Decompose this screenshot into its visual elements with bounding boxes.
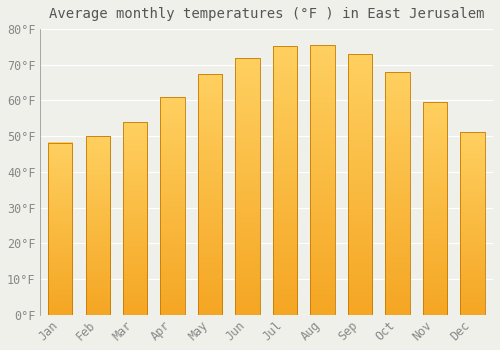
Bar [273,46,297,315]
Bar [198,74,222,315]
Title: Average monthly temperatures (°F ) in East Jerusalem: Average monthly temperatures (°F ) in Ea… [48,7,484,21]
Bar [423,102,447,315]
Bar [386,72,409,315]
Bar [48,142,72,315]
Bar [460,132,484,315]
Bar [123,122,148,315]
Bar [160,97,185,315]
Bar [236,58,260,315]
Bar [310,45,334,315]
Bar [86,136,110,315]
Bar [348,54,372,315]
